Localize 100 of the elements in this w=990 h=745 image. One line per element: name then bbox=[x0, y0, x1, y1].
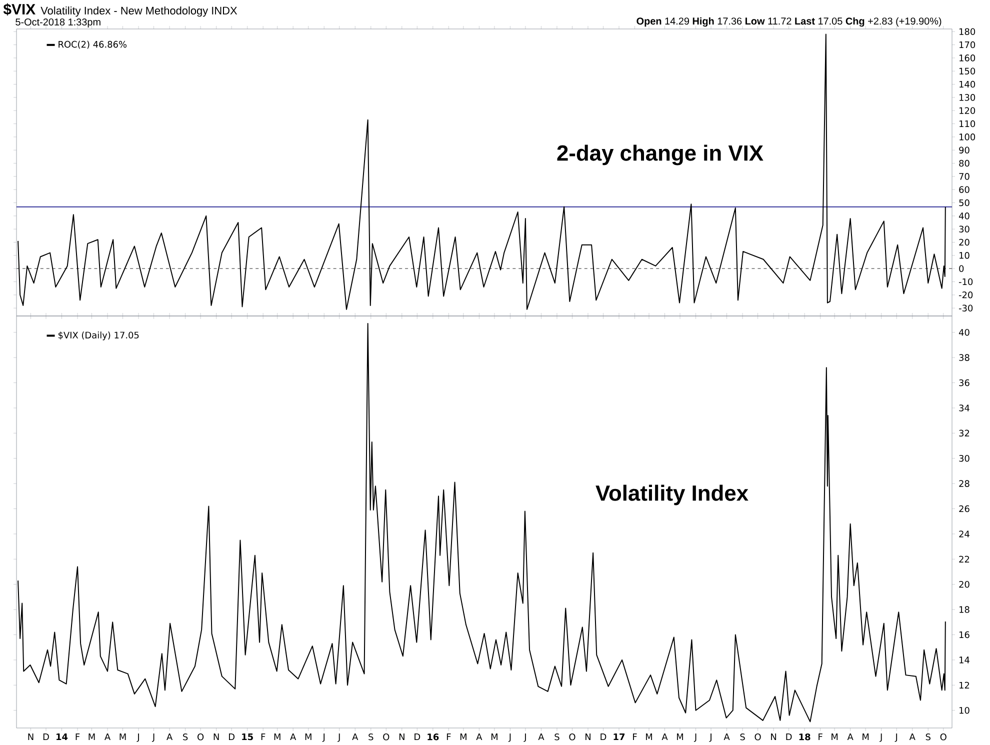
x-tick-label: M bbox=[88, 733, 95, 740]
y-tick-label: 16 bbox=[960, 631, 970, 638]
x-tick-label: N bbox=[214, 733, 219, 740]
x-tick-label: O bbox=[940, 733, 946, 740]
x-tick-label: D bbox=[786, 733, 792, 740]
x-tick-label: S bbox=[183, 733, 188, 740]
x-tick-label: A bbox=[166, 733, 173, 740]
x-tick-label: J bbox=[152, 733, 154, 742]
x-tick-label: M bbox=[491, 733, 498, 740]
x-tick-label: 16 bbox=[428, 733, 439, 740]
y-tick-label: -30 bbox=[958, 304, 973, 312]
x-tick-label: 14 bbox=[56, 733, 68, 740]
y-tick-label: 28 bbox=[959, 480, 970, 487]
x-tick-label: M bbox=[305, 733, 312, 740]
y-tick-label: 10 bbox=[960, 252, 970, 259]
x-tick-label: J bbox=[880, 733, 882, 742]
y-tick-label: 14 bbox=[960, 656, 970, 664]
x-tick-label: A bbox=[104, 733, 111, 740]
annotation: 2-day change in VIX bbox=[557, 144, 764, 166]
x-tick-label: F bbox=[633, 733, 637, 740]
x-tick-label: F bbox=[261, 733, 266, 740]
y-tick-label: 20 bbox=[959, 580, 970, 588]
x-tick-label: J bbox=[709, 733, 712, 742]
y-tick-label: 10 bbox=[960, 706, 970, 714]
x-tick-label: S bbox=[554, 733, 560, 740]
y-tick-label: 40 bbox=[958, 212, 970, 220]
y-tick-label: 30 bbox=[959, 454, 970, 462]
y-tick-label: 20 bbox=[959, 238, 970, 246]
chart-title: $VIX bbox=[3, 3, 36, 16]
text: Open 14.29 High 17.36 Low 11.72 Last 17.05 Chg +2.83 (+19.90%) bbox=[636, 17, 942, 27]
y-tick-label: 40 bbox=[958, 328, 970, 336]
y-tick-label: 140 bbox=[960, 80, 976, 88]
x-tick-label: A bbox=[662, 733, 668, 740]
x-tick-label: O bbox=[198, 733, 204, 740]
line-series bbox=[18, 34, 946, 310]
x-tick-label: A bbox=[724, 733, 730, 740]
x-tick-label: A bbox=[909, 733, 916, 740]
x-tick-label: O bbox=[383, 733, 390, 740]
y-tick-label: -10 bbox=[958, 278, 973, 286]
x-tick-label: N bbox=[28, 733, 34, 740]
x-tick-label: 17 bbox=[614, 733, 625, 740]
x-tick-label: A bbox=[847, 733, 854, 740]
x-tick-label: M bbox=[832, 733, 838, 740]
x-tick-label: D bbox=[228, 733, 234, 740]
y-tick-label: 18 bbox=[960, 606, 970, 613]
x-tick-label: A bbox=[538, 733, 544, 740]
x-tick-label: A bbox=[352, 733, 358, 740]
x-tick-label: A bbox=[476, 733, 482, 740]
x-tick-label: J bbox=[322, 733, 325, 742]
x-tick-label: M bbox=[460, 733, 466, 740]
y-tick-label: 34 bbox=[959, 404, 970, 412]
y-tick-label: 30 bbox=[959, 226, 970, 232]
x-tick-label: J bbox=[694, 733, 696, 742]
text: 5-Oct-2018 1:33pm bbox=[16, 18, 100, 28]
x-tick-label: F bbox=[446, 733, 451, 740]
y-tick-label: 70 bbox=[959, 172, 970, 180]
y-tick-label: 24 bbox=[959, 530, 970, 538]
y-tick-label: 36 bbox=[959, 379, 970, 386]
x-tick-label: 15 bbox=[242, 733, 253, 740]
y-tick-label: 0 bbox=[959, 265, 964, 272]
x-tick-label: J bbox=[508, 733, 511, 742]
x-tick-label: F bbox=[76, 733, 80, 740]
y-tick-label: 160 bbox=[960, 54, 976, 62]
y-tick-label: 60 bbox=[959, 186, 970, 193]
x-tick-label: J bbox=[338, 733, 340, 742]
y-tick-label: 100 bbox=[960, 133, 976, 140]
y-tick-label: 180 bbox=[960, 28, 976, 35]
annotation: Volatility Index bbox=[596, 484, 748, 506]
x-tick-label: M bbox=[120, 733, 126, 740]
x-tick-label: J bbox=[136, 733, 139, 742]
y-tick-label: 12 bbox=[960, 682, 970, 688]
x-tick-label: S bbox=[368, 733, 374, 740]
y-tick-label: 110 bbox=[960, 120, 976, 128]
x-tick-label: F bbox=[818, 733, 822, 740]
y-tick-label: 38 bbox=[959, 354, 970, 361]
x-tick-label: N bbox=[399, 733, 404, 740]
x-tick-label: O bbox=[569, 733, 576, 740]
y-tick-label: 22 bbox=[959, 556, 970, 562]
chart-subtitle: Volatility Index - New Methodology INDX bbox=[40, 6, 238, 17]
legend-label: $VIX (Daily) 17.05 bbox=[58, 331, 139, 340]
y-tick-label: 26 bbox=[959, 505, 970, 512]
x-tick-label: O bbox=[754, 733, 761, 740]
x-tick-label: 18 bbox=[799, 733, 810, 740]
x-tick-label: M bbox=[646, 733, 652, 740]
y-tick-label: 120 bbox=[960, 107, 976, 114]
y-tick-label: 170 bbox=[960, 41, 976, 48]
y-tick-label: 50 bbox=[959, 199, 970, 206]
x-tick-label: A bbox=[290, 733, 296, 740]
x-tick-label: J bbox=[894, 733, 898, 742]
x-tick-label: N bbox=[771, 733, 776, 740]
x-tick-label: D bbox=[43, 733, 49, 740]
y-tick-label: 130 bbox=[960, 94, 976, 101]
y-tick-label: 32 bbox=[959, 430, 970, 436]
x-tick-label: D bbox=[600, 733, 606, 740]
x-tick-label: S bbox=[926, 733, 930, 740]
x-tick-label: D bbox=[414, 733, 420, 740]
line-series bbox=[18, 322, 946, 722]
x-tick-label: M bbox=[274, 733, 280, 740]
y-tick-label: -20 bbox=[958, 291, 973, 298]
x-tick-label: J bbox=[524, 733, 526, 742]
